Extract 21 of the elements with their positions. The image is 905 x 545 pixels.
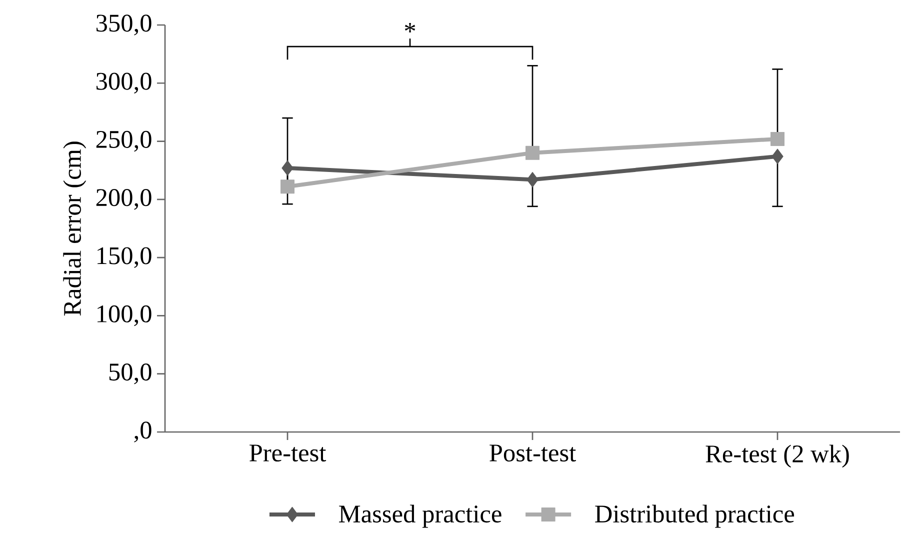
point — [282, 160, 294, 176]
y-tick-label: 200,0 — [96, 189, 152, 210]
point — [526, 172, 538, 188]
y-tick-label: 150,0 — [98, 247, 152, 268]
legend-label: Distributed practice — [595, 504, 794, 528]
y-tick-label: 300,0 — [96, 72, 152, 94]
y-tick-label: 350,0 — [96, 14, 152, 36]
point — [526, 146, 540, 160]
point — [280, 180, 295, 194]
legend-label: Massed practice — [339, 504, 502, 528]
y-tick-label: ,0 — [134, 422, 152, 442]
y-tick-label: 50,0 — [109, 363, 152, 384]
y-axis-title: Radial error (cm) — [63, 142, 86, 316]
x-tick-label: Post-test — [490, 444, 576, 462]
y-tick-label: 250,0 — [96, 130, 152, 152]
x-tick-label: Pre-test — [250, 444, 326, 462]
x-tick-label: Re-test (2 wk) — [706, 444, 849, 468]
y-tick-label: 100,0 — [98, 305, 152, 326]
point — [770, 132, 785, 146]
point — [772, 148, 784, 164]
annotation: * — [404, 23, 416, 32]
